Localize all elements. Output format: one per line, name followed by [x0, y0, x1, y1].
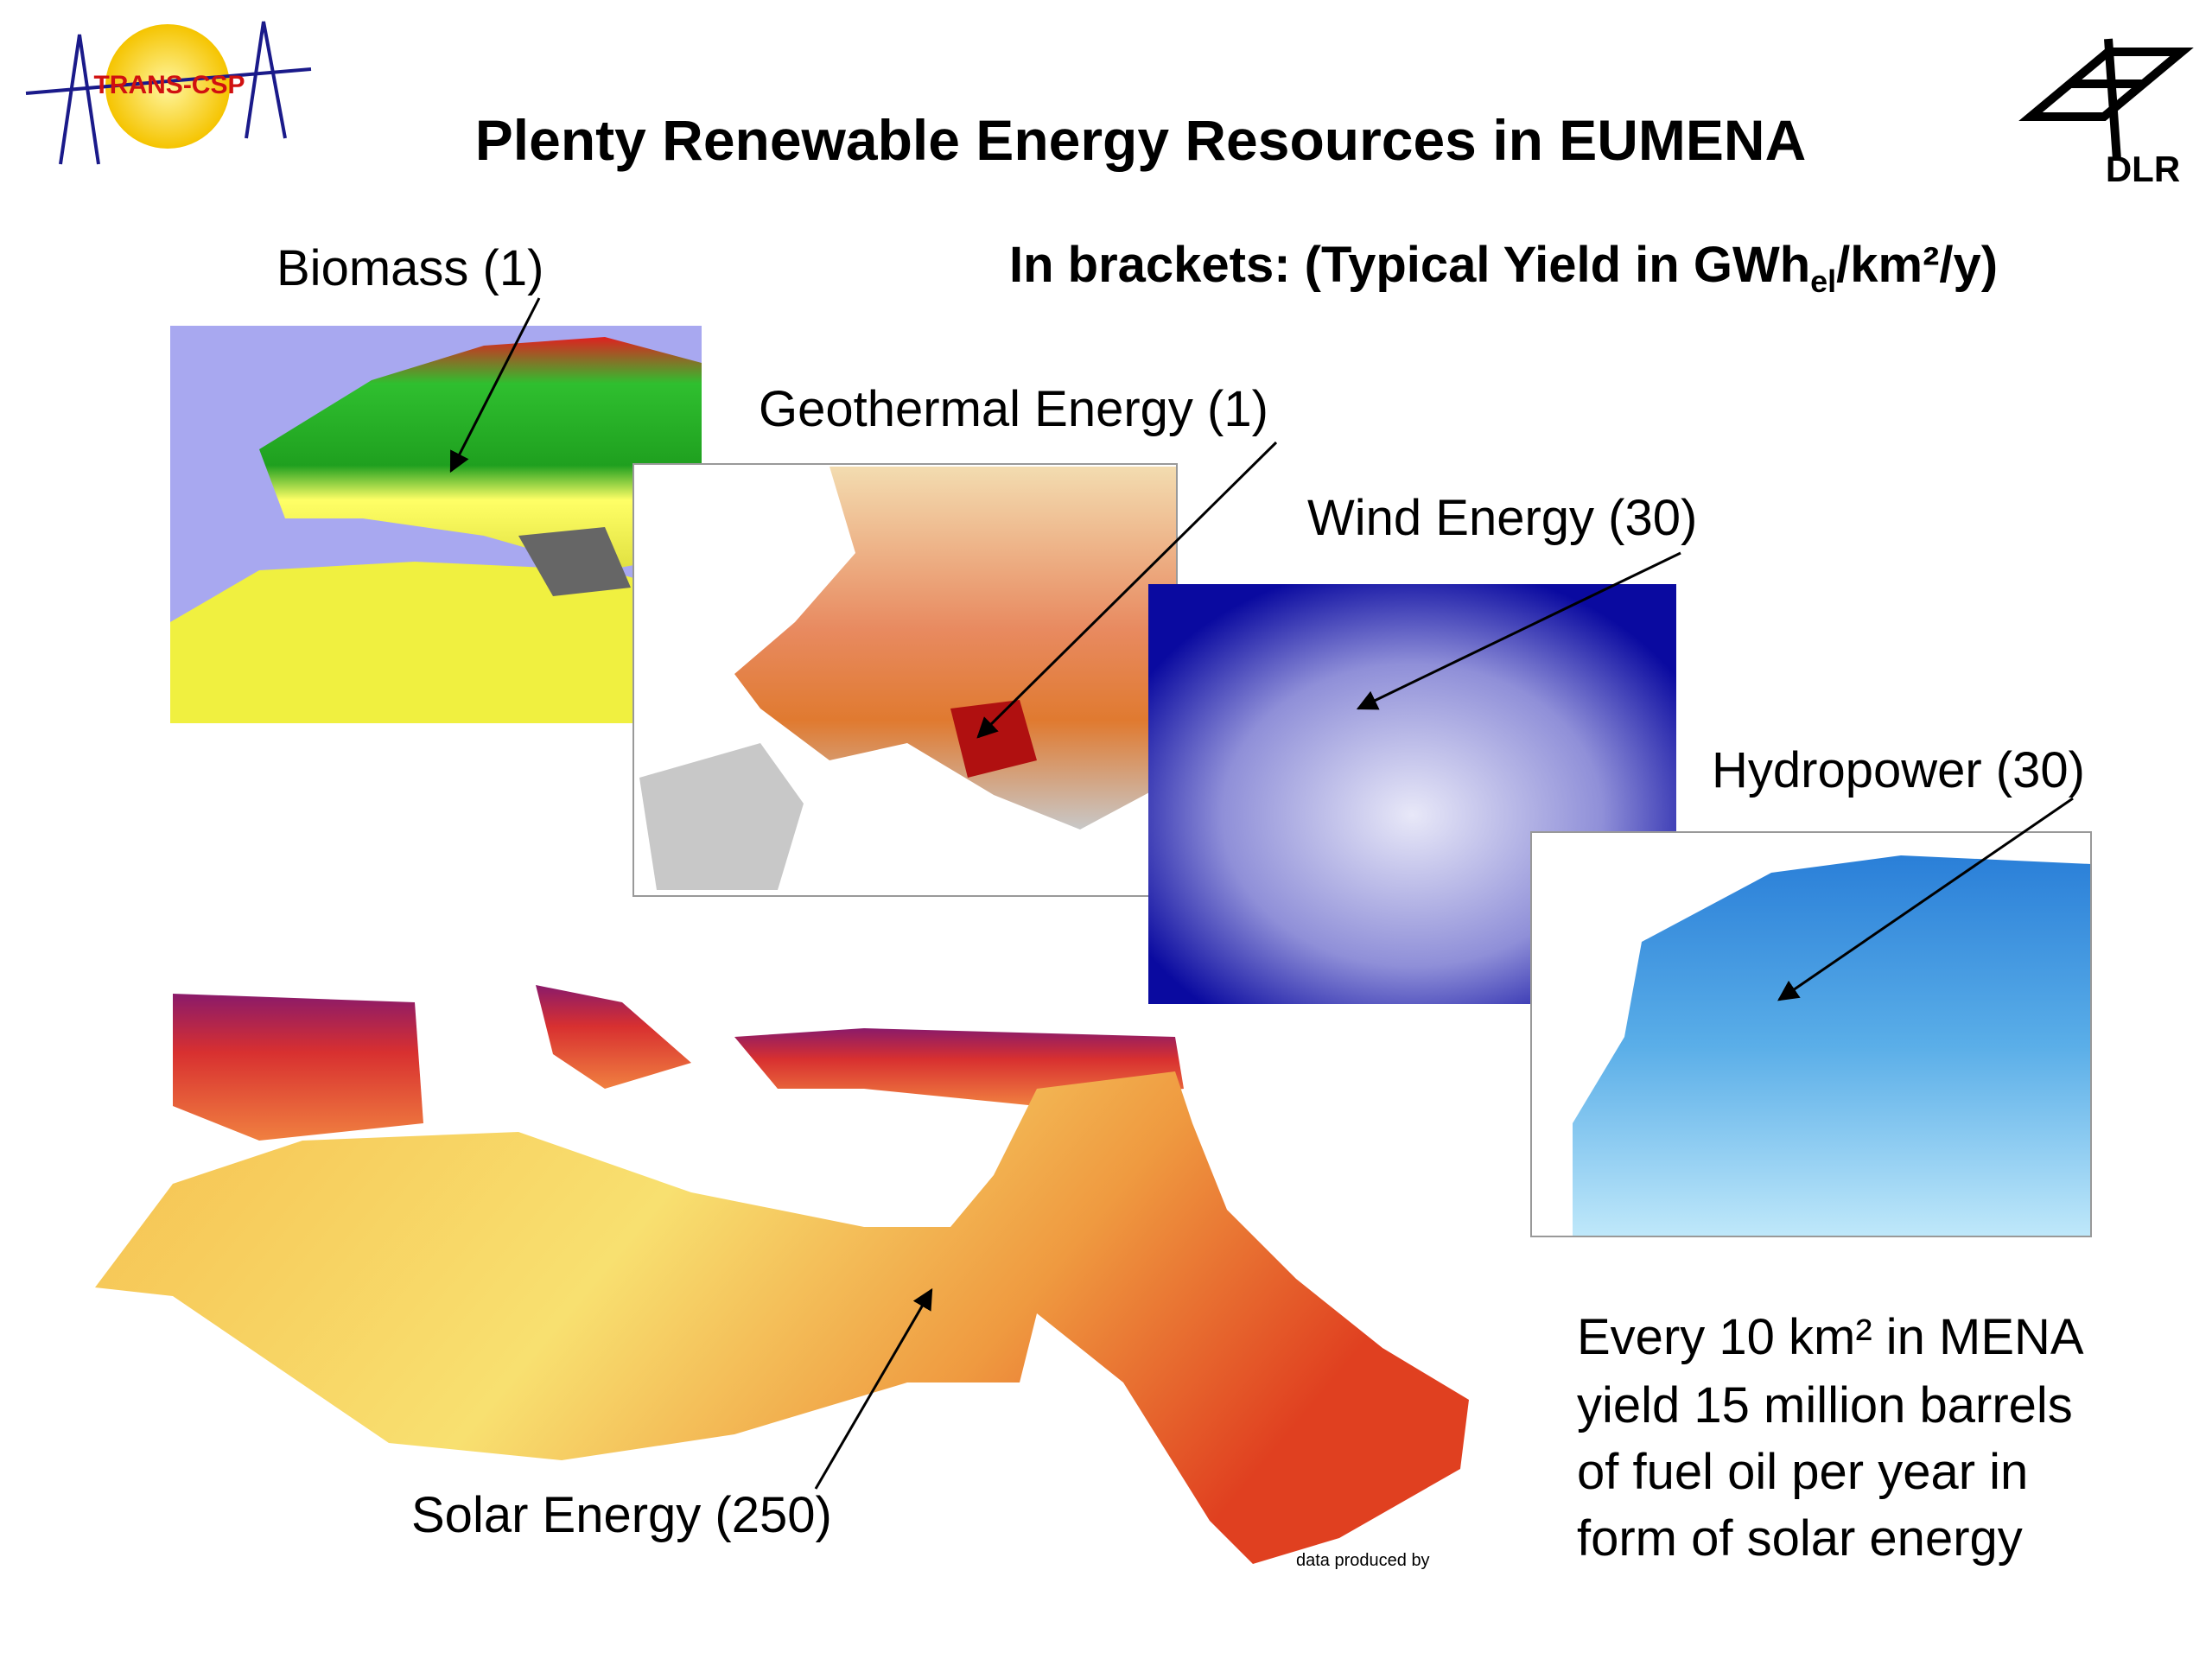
map-label: Hydropower (30)	[1712, 742, 2085, 798]
biomass-map	[170, 326, 702, 723]
units-note: In brackets: (Typical Yield in GWhel/km²…	[1009, 237, 1998, 299]
note-line: yield 15 million barrels	[1577, 1377, 2073, 1433]
note-line: Every 10 km² in MENA	[1577, 1309, 2084, 1365]
dlr-mark	[2018, 38, 2194, 161]
note-line: form of solar energy	[1577, 1510, 2023, 1567]
arrow	[1356, 551, 1681, 710]
dlr-logo: DLR	[2018, 38, 2194, 189]
note-line: of fuel oil per year in	[1577, 1444, 2028, 1500]
map-hotspot	[950, 700, 1037, 778]
dlr-text: DLR	[2106, 149, 2180, 189]
hydro-map	[1530, 831, 2092, 1237]
map-frame	[1530, 831, 2092, 1237]
map-land	[259, 337, 702, 570]
map-label: Biomass (1)	[276, 240, 543, 296]
map-land	[518, 527, 631, 596]
map-credit: data produced by	[1296, 1551, 1430, 1570]
solar-map: data produced by	[95, 985, 1469, 1570]
logo-text: TRANS-CSP	[93, 71, 245, 99]
map-land	[1573, 855, 2091, 1236]
map-land	[173, 994, 423, 1141]
title: Plenty Renewable Energy Resources in EUM…	[475, 108, 1806, 172]
map-land	[734, 467, 1177, 830]
units-prefix: In brackets: (Typical Yield in GWh	[1009, 237, 1810, 293]
map-label: Geothermal Energy (1)	[759, 381, 1268, 437]
map-land	[639, 743, 804, 890]
geothermal-map	[632, 463, 1178, 897]
arrow	[1777, 797, 2074, 1001]
units-subscript: el	[1810, 264, 1836, 299]
trans-csp-logo: TRANS-CSP	[25, 21, 312, 165]
logo-sun	[105, 24, 230, 149]
map-land	[170, 562, 702, 723]
arrow	[976, 441, 1278, 739]
map-land	[536, 985, 691, 1089]
units-suffix: /km²/y)	[1836, 237, 1998, 293]
logo-pylons	[25, 21, 312, 165]
arrows	[449, 297, 2074, 1490]
arrow	[814, 1287, 933, 1490]
map-label: Solar Energy (250)	[411, 1487, 832, 1543]
map-land	[95, 1071, 1469, 1564]
map-label: Wind Energy (30)	[1307, 490, 1697, 546]
note: Every 10 km² in MENA yield 15 million ba…	[1577, 1309, 2084, 1567]
arrow	[449, 297, 541, 474]
